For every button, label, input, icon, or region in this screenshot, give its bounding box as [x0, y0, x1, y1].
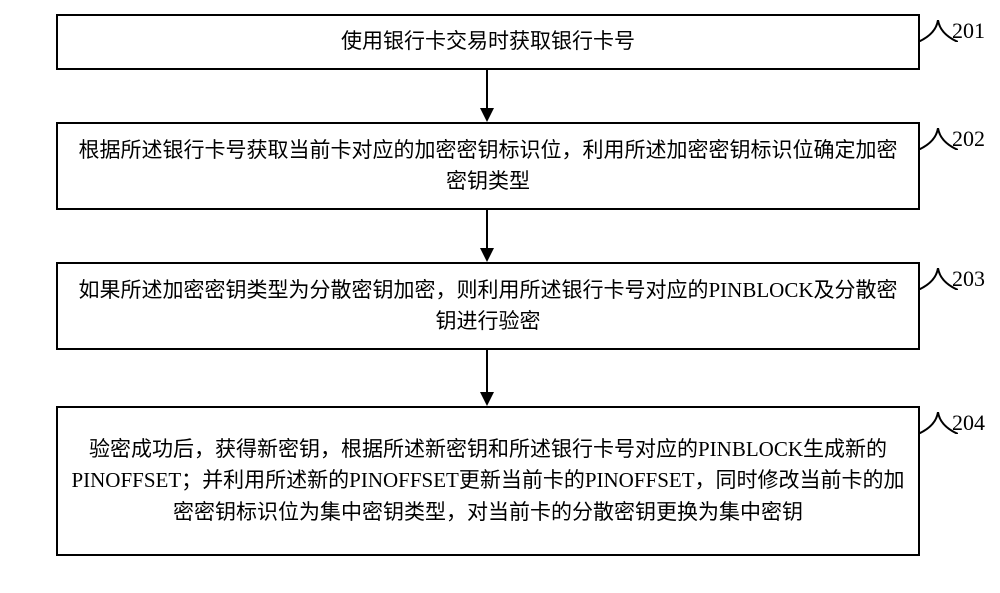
- flow-edge-2: [486, 210, 488, 248]
- flow-node-1-text: 使用银行卡交易时获取银行卡号: [341, 26, 635, 58]
- flow-node-3-text: 如果所述加密密钥类型为分散密钥加密，则利用所述银行卡号对应的PINBLOCK及分…: [70, 275, 906, 338]
- flow-node-2-text: 根据所述银行卡号获取当前卡对应的加密密钥标识位，利用所述加密密钥标识位确定加密密…: [70, 135, 906, 198]
- flow-node-1: 使用银行卡交易时获取银行卡号: [56, 14, 920, 70]
- flow-node-4: 验密成功后，获得新密钥，根据所述新密钥和所述银行卡号对应的PINBLOCK生成新…: [56, 406, 920, 556]
- flow-node-3-label: 203: [952, 266, 985, 292]
- flow-node-4-text: 验密成功后，获得新密钥，根据所述新密钥和所述银行卡号对应的PINBLOCK生成新…: [70, 434, 906, 529]
- flow-edge-1-head: [480, 108, 494, 122]
- flow-node-2: 根据所述银行卡号获取当前卡对应的加密密钥标识位，利用所述加密密钥标识位确定加密密…: [56, 122, 920, 210]
- flow-edge-3-head: [480, 392, 494, 406]
- flow-edge-3: [486, 350, 488, 392]
- flow-node-1-label: 201: [952, 18, 985, 44]
- flow-node-4-label: 204: [952, 410, 985, 436]
- flow-edge-1: [486, 70, 488, 108]
- flowchart-canvas: 使用银行卡交易时获取银行卡号 201 根据所述银行卡号获取当前卡对应的加密密钥标…: [0, 0, 1000, 593]
- flow-edge-2-head: [480, 248, 494, 262]
- flow-node-2-label: 202: [952, 126, 985, 152]
- flow-node-3: 如果所述加密密钥类型为分散密钥加密，则利用所述银行卡号对应的PINBLOCK及分…: [56, 262, 920, 350]
